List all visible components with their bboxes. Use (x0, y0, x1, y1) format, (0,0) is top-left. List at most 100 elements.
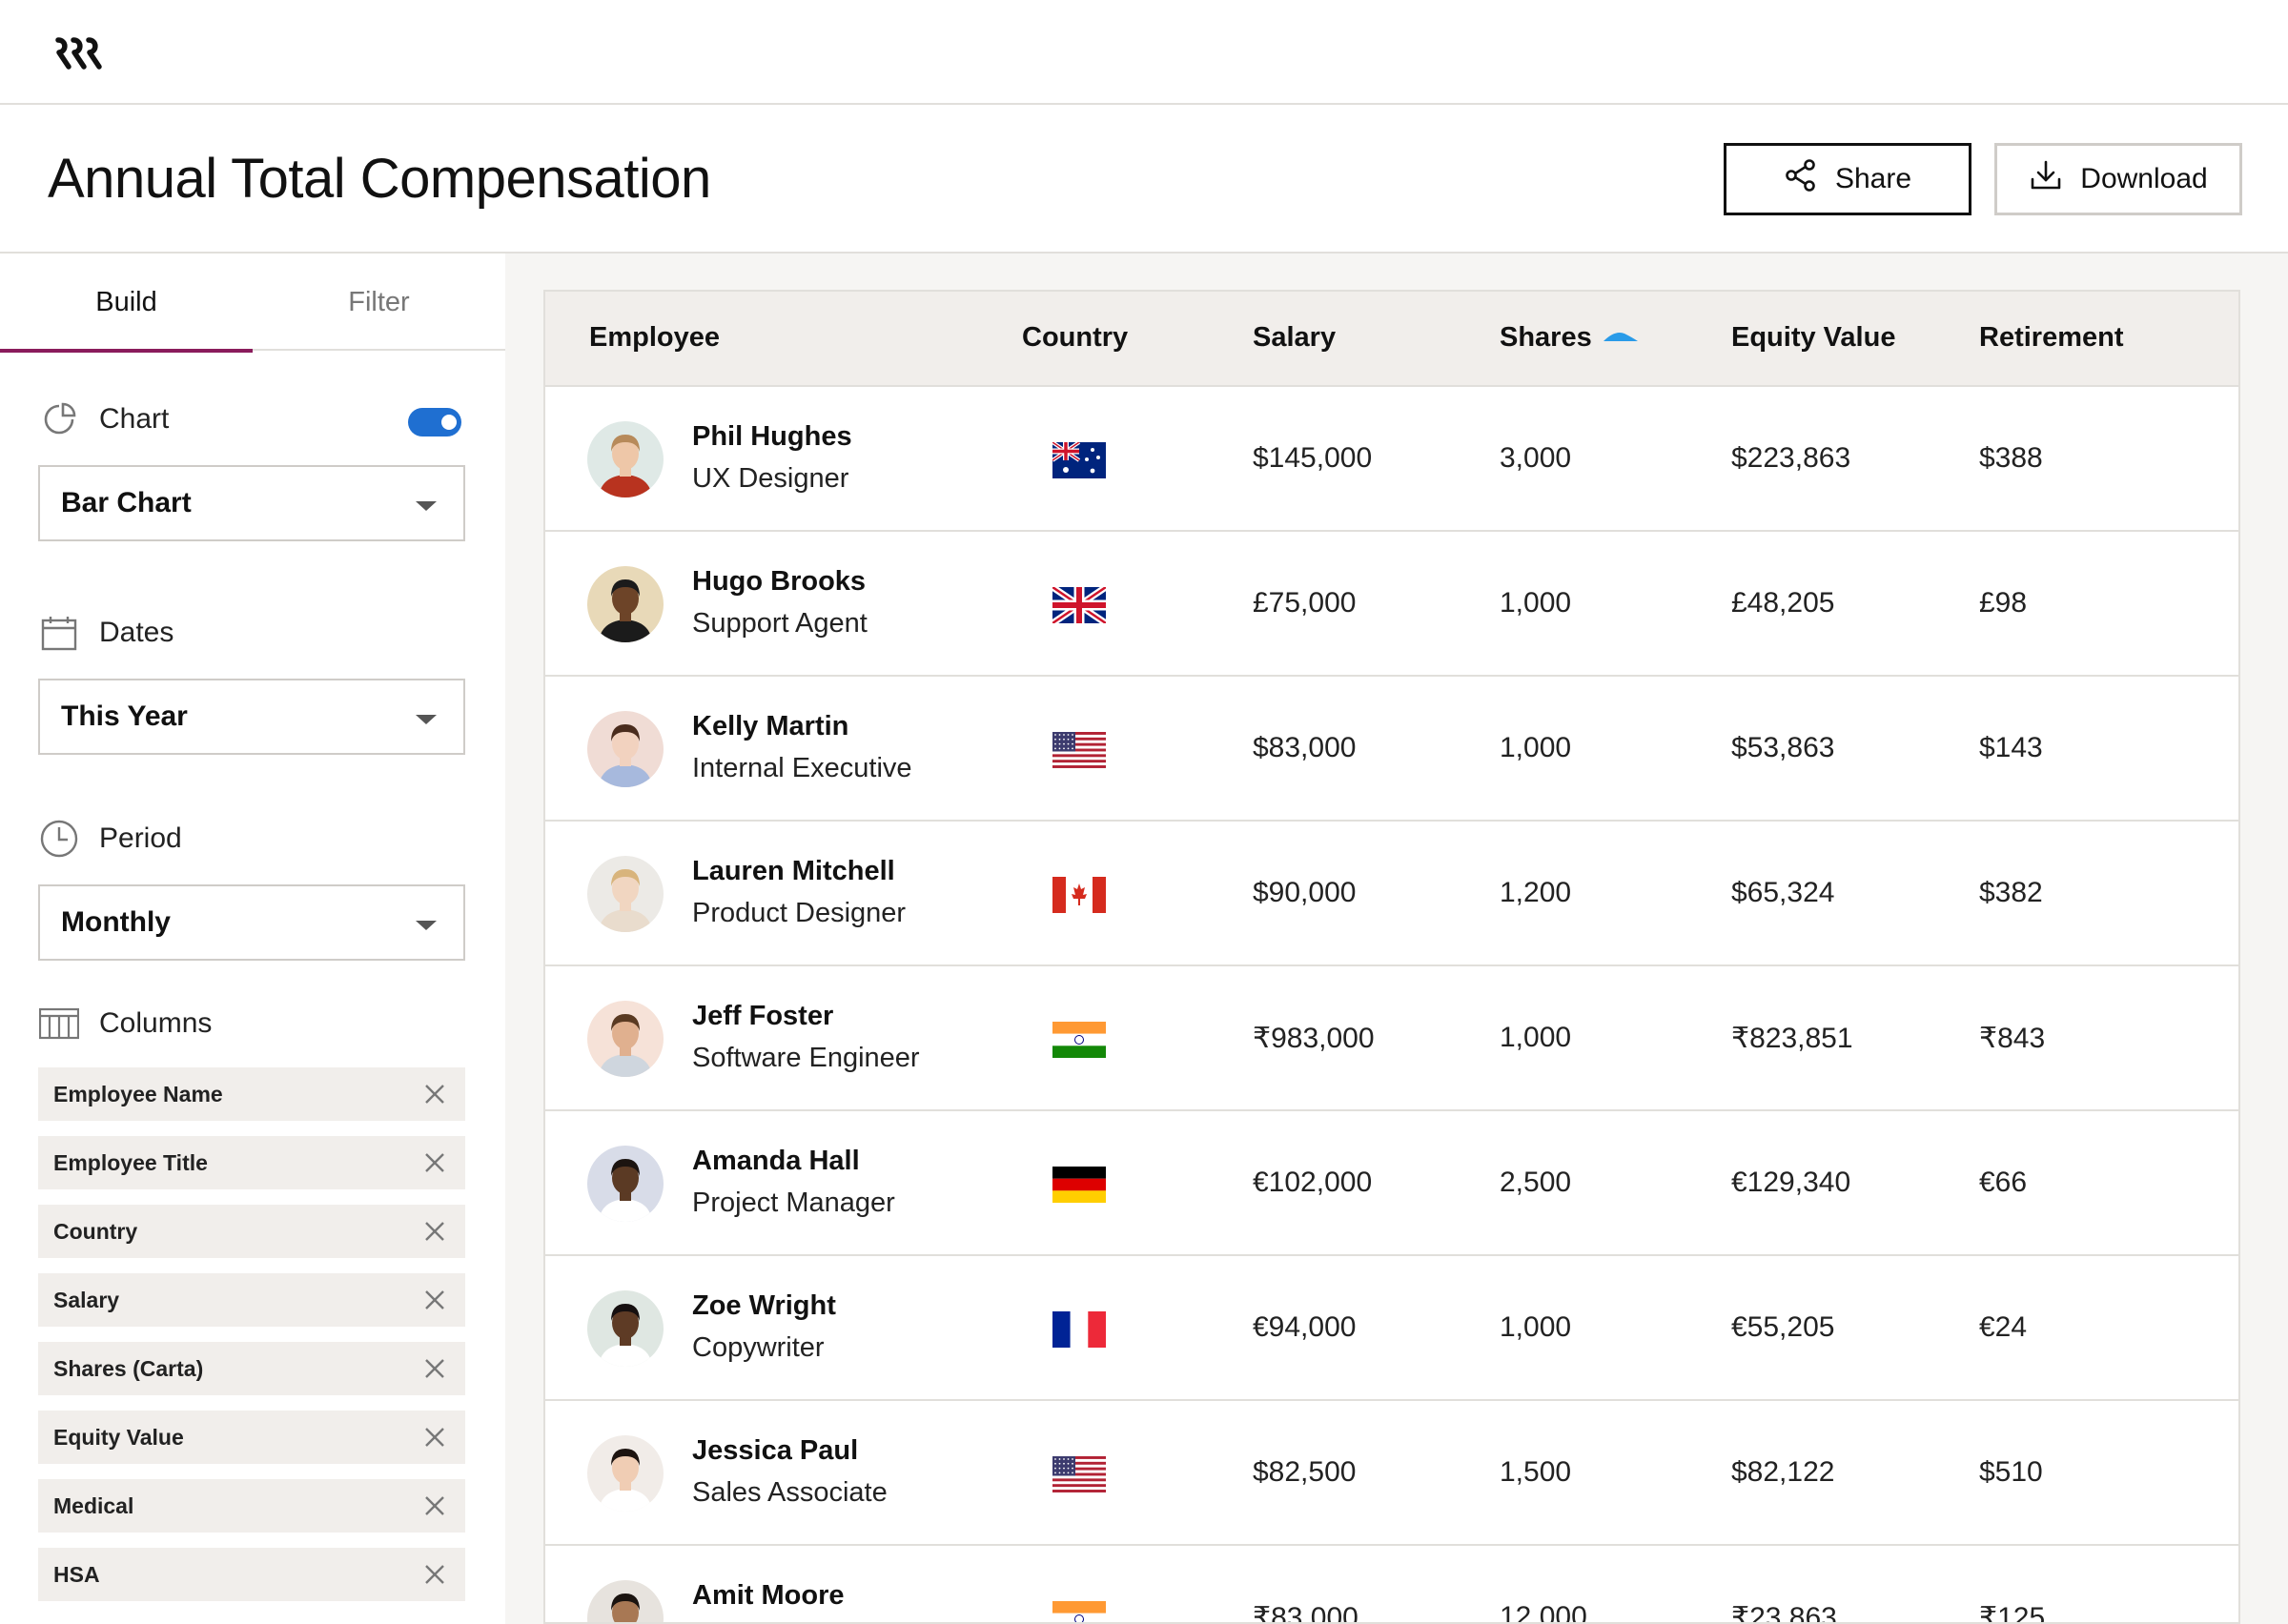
equity-value-cell: ₹23,863 (1731, 1602, 1837, 1624)
column-chip-label: Employee Name (53, 1081, 223, 1106)
close-icon[interactable] (423, 1563, 446, 1586)
shares-cell: 12,000 (1500, 1601, 1587, 1624)
salary-cell: €102,000 (1253, 1167, 1373, 1198)
period-select[interactable]: Monthly (38, 884, 465, 961)
chart-section-label: Chart (38, 398, 169, 440)
share-label: Share (1834, 163, 1912, 194)
table-row[interactable]: Phil Hughes UX Designer $145,000 3,000 $223,… (545, 387, 2238, 532)
country-flag-icon (1052, 1456, 1106, 1492)
column-chip-label: Salary (53, 1287, 120, 1312)
column-chip-label: Country (53, 1218, 138, 1244)
table-row[interactable]: Kelly Martin Internal Executive $83,000 1,0… (545, 677, 2238, 822)
calendar-icon (38, 612, 80, 654)
equity-value-cell: ₹823,851 (1731, 1023, 1853, 1054)
column-header-equity-value[interactable]: Equity Value (1731, 322, 1896, 353)
chart-label: Chart (99, 403, 170, 435)
download-button[interactable]: Download (1994, 143, 2242, 215)
tab-build[interactable]: Build (0, 254, 253, 353)
shares-cell: 1,000 (1500, 732, 1572, 763)
table-row[interactable]: Zoe Wright Copywriter €94,000 1,000 €55,205 €… (545, 1256, 2238, 1401)
salary-cell: ₹83,000 (1253, 1602, 1358, 1624)
column-header-country[interactable]: Country (1022, 322, 1129, 353)
period-label: Period (99, 822, 182, 854)
country-flag-icon (1052, 1311, 1106, 1348)
column-chip: Employee Title (38, 1136, 465, 1189)
sort-ascending-icon[interactable] (1602, 330, 1640, 350)
column-chip: Shares (Carta) (38, 1342, 465, 1395)
column-header-retirement[interactable]: Retirement (1979, 322, 2124, 353)
retirement-cell: £98 (1979, 587, 2028, 619)
employee-name: Kelly Martin (692, 711, 849, 741)
sidebar-tabs: Build Filter (0, 254, 505, 353)
country-flag-icon (1051, 584, 1108, 626)
close-icon[interactable] (423, 1220, 446, 1243)
column-chip-label: Equity Value (53, 1424, 184, 1450)
salary-cell: ₹983,000 (1253, 1023, 1375, 1054)
shares-cell: 1,000 (1500, 587, 1572, 619)
table-row[interactable]: Amanda Hall Project Manager €102,000 2,500 €… (545, 1111, 2238, 1256)
share-button[interactable]: Share (1724, 143, 1971, 215)
table-row[interactable]: Lauren Mitchell Product Designer $90,000 1,… (545, 822, 2238, 966)
equity-value-cell: $53,863 (1731, 732, 1835, 763)
equity-value-cell: $223,863 (1731, 442, 1851, 474)
close-icon[interactable] (423, 1151, 446, 1174)
close-icon[interactable] (423, 1289, 446, 1311)
columns-label: Columns (99, 1007, 213, 1039)
employee-name: Phil Hughes (692, 421, 852, 452)
employee-title: Software Engineer (692, 1043, 920, 1073)
retirement-cell: ₹843 (1979, 1023, 2046, 1054)
equity-value-cell: £48,205 (1731, 587, 1835, 619)
chart-toggle[interactable] (408, 408, 461, 436)
table-row[interactable]: Jeff Foster Software Engineer ₹983,000 1,00… (545, 966, 2238, 1111)
chevron-down-icon (416, 921, 437, 930)
table-row[interactable]: Hugo Brooks Support Agent £75,000 1,000 £48,… (545, 532, 2238, 677)
salary-cell: $83,000 (1253, 732, 1357, 763)
employee-name: Amit Moore (692, 1580, 845, 1611)
download-label: Download (2080, 163, 2208, 194)
column-chip: Medical (38, 1479, 465, 1533)
dates-section-label: Dates (38, 612, 174, 654)
shares-cell: 1,500 (1500, 1456, 1572, 1488)
avatar (587, 1146, 664, 1222)
employee-title: Sales Associate (692, 1477, 888, 1508)
column-chip: Country (38, 1205, 465, 1258)
brand-logo-icon[interactable] (53, 36, 103, 75)
avatar (587, 856, 664, 932)
retirement-cell: ₹125 (1979, 1602, 2046, 1624)
close-icon[interactable] (423, 1426, 446, 1449)
column-header-shares[interactable]: Shares (1500, 322, 1592, 353)
avatar (587, 711, 664, 787)
close-icon[interactable] (423, 1494, 446, 1517)
retirement-cell: $388 (1979, 442, 2043, 474)
dates-select[interactable]: This Year (38, 679, 465, 755)
chevron-down-icon (416, 715, 437, 724)
column-header-employee[interactable]: Employee (589, 322, 720, 353)
tab-filter[interactable]: Filter (348, 286, 410, 317)
country-flag-icon (1052, 877, 1106, 913)
pie-chart-icon (38, 398, 80, 440)
employee-name: Zoe Wright (692, 1290, 836, 1321)
columns-section-label: Columns (38, 1003, 212, 1045)
sidebar: Build Filter Chart Bar Chart Dates This … (0, 254, 505, 1624)
country-flag-icon (1052, 1022, 1106, 1058)
avatar (587, 1580, 664, 1622)
table-columns-icon (38, 1003, 80, 1045)
close-icon[interactable] (423, 1357, 446, 1380)
column-chip-label: Shares (Carta) (53, 1355, 204, 1381)
column-chip: Equity Value (38, 1411, 465, 1464)
column-header-salary[interactable]: Salary (1253, 322, 1337, 353)
close-icon[interactable] (423, 1083, 446, 1106)
retirement-cell: $510 (1979, 1456, 2043, 1488)
avatar (587, 1435, 664, 1512)
retirement-cell: $382 (1979, 877, 2043, 908)
chart-type-select[interactable]: Bar Chart (38, 465, 465, 541)
column-chip-label: Employee Title (53, 1149, 208, 1175)
dates-label: Dates (99, 617, 174, 648)
salary-cell: $90,000 (1253, 877, 1357, 908)
table-row[interactable]: Jessica Paul Sales Associate $82,500 1,500 $… (545, 1401, 2238, 1546)
chevron-down-icon (416, 501, 437, 511)
column-chip: HSA (38, 1548, 465, 1601)
country-flag-icon (1052, 1167, 1106, 1203)
shares-cell: 1,200 (1500, 877, 1572, 908)
table-row[interactable]: Amit Moore ₹83,000 12,000 ₹23,863 ₹125 (545, 1546, 2238, 1624)
